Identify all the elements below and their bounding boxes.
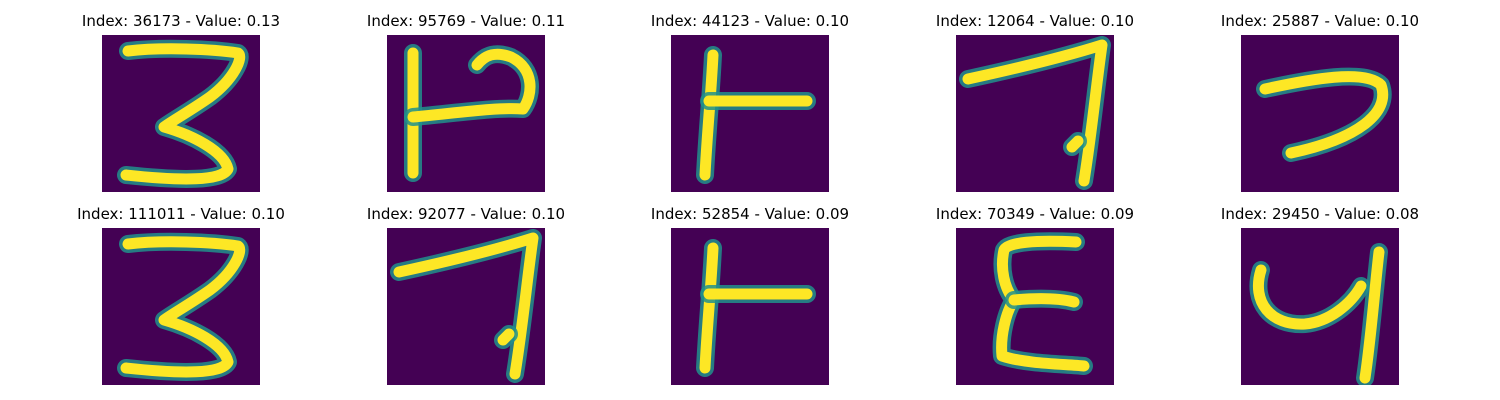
panel-title: Index: 12064 - Value: 0.10 xyxy=(935,12,1135,30)
seven-glyph xyxy=(956,35,1114,192)
y-shape-glyph xyxy=(1241,228,1399,385)
digit-panel: Index: 52854 - Value: 0.09 xyxy=(600,193,900,385)
panel-title: Index: 111011 - Value: 0.10 xyxy=(77,205,285,223)
panel-title: Index: 52854 - Value: 0.09 xyxy=(650,205,850,223)
rotated-p-glyph xyxy=(387,35,545,192)
panel-title: Index: 44123 - Value: 0.10 xyxy=(650,12,850,30)
panel-title: Index: 95769 - Value: 0.11 xyxy=(366,12,566,30)
t-junction-glyph xyxy=(671,35,829,192)
panel-title: Index: 36173 - Value: 0.13 xyxy=(81,12,281,30)
digit-panel: Index: 44123 - Value: 0.10 xyxy=(600,0,900,192)
reversed-c-glyph xyxy=(1241,35,1399,192)
digit-panel: Index: 29450 - Value: 0.08 xyxy=(1170,193,1470,385)
panel-title: Index: 70349 - Value: 0.09 xyxy=(935,205,1135,223)
digit-panel: Index: 111011 - Value: 0.10 xyxy=(31,193,331,385)
seven-glyph xyxy=(387,228,545,385)
three-glyph xyxy=(102,228,260,385)
three-glyph xyxy=(102,35,260,192)
digit-panel: Index: 92077 - Value: 0.10 xyxy=(316,193,616,385)
digit-panel: Index: 36173 - Value: 0.13 xyxy=(31,0,331,192)
digit-panel: Index: 25887 - Value: 0.10 xyxy=(1170,0,1470,192)
panel-title: Index: 92077 - Value: 0.10 xyxy=(366,205,566,223)
digit-panel: Index: 95769 - Value: 0.11 xyxy=(316,0,616,192)
panel-title: Index: 29450 - Value: 0.08 xyxy=(1220,205,1420,223)
digit-panel: Index: 12064 - Value: 0.10 xyxy=(885,0,1185,192)
epsilon-glyph xyxy=(956,228,1114,385)
t-junction-glyph xyxy=(671,228,829,385)
panel-title: Index: 25887 - Value: 0.10 xyxy=(1220,12,1420,30)
digit-panel: Index: 70349 - Value: 0.09 xyxy=(885,193,1185,385)
